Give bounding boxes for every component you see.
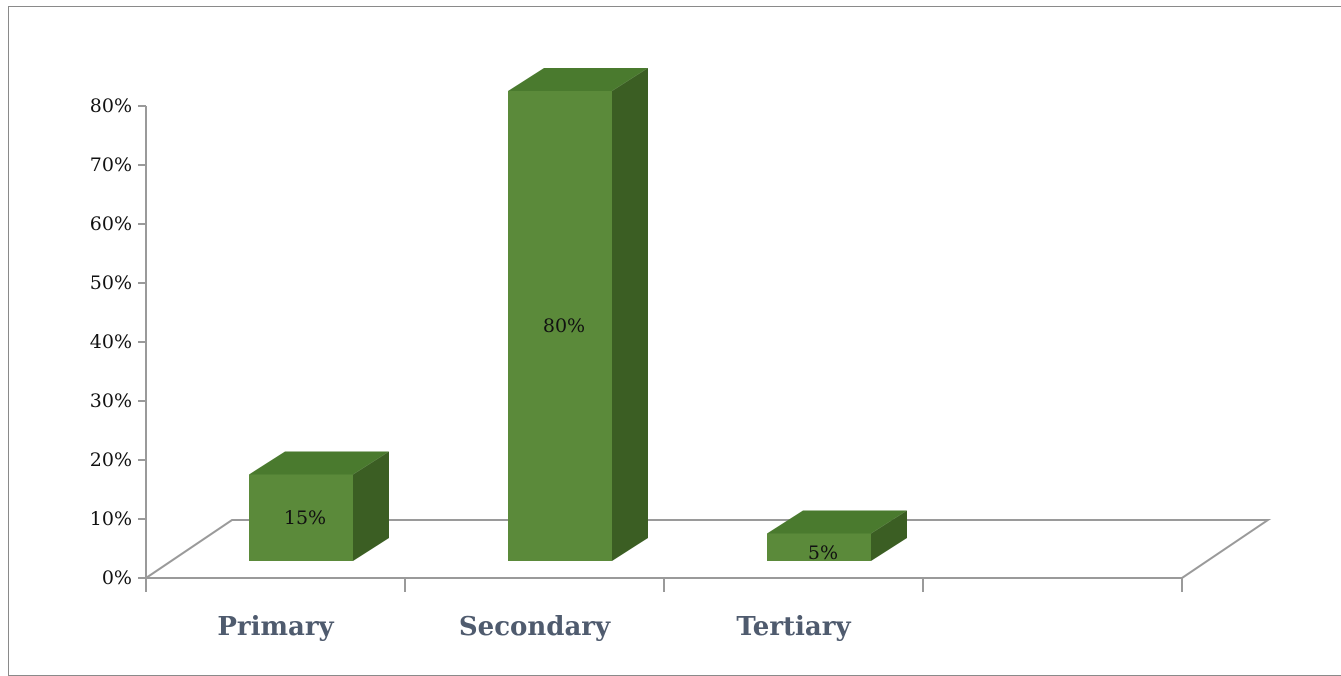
y-tick-label: 50% — [90, 272, 132, 294]
y-tick-label: 20% — [90, 449, 132, 471]
bar-top-face — [249, 451, 389, 475]
data-label: 5% — [808, 542, 838, 564]
bar-tertiary: 5% — [767, 510, 907, 564]
x-category-label: Secondary — [459, 612, 611, 642]
bar-side-face — [353, 451, 389, 561]
bars: 15% 80% 5% — [249, 68, 907, 564]
floor-plane — [142, 519, 1272, 579]
bar-secondary: 80% — [508, 68, 648, 561]
y-tick-label: 60% — [90, 213, 132, 235]
bar-side-face — [871, 510, 907, 561]
data-label: 80% — [543, 315, 585, 337]
bar-front-face — [249, 474, 353, 561]
y-tick-label: 40% — [90, 331, 132, 353]
x-category-label: Tertiary — [736, 612, 851, 642]
bar-top-face — [508, 68, 648, 91]
y-tick-label: 80% — [90, 95, 132, 117]
bar-primary: 15% — [249, 451, 389, 561]
y-tick-label: 10% — [90, 508, 132, 530]
bar-top-face — [767, 510, 907, 534]
bar-side-face — [612, 68, 648, 561]
y-axis: 0% 10% 20% 30% 40% 50% 60% 70% 80% — [90, 95, 147, 589]
bar-front-face — [508, 91, 612, 561]
x-axis: Primary Secondary Tertiary — [145, 578, 1183, 642]
chart-floor — [142, 519, 1272, 579]
data-label: 15% — [284, 507, 326, 529]
x-category-label: Primary — [217, 612, 334, 642]
y-tick-label: 30% — [90, 390, 132, 412]
bar-front-face — [767, 533, 871, 561]
y-tick-label: 70% — [90, 154, 132, 176]
y-tick-label: 0% — [102, 567, 132, 589]
